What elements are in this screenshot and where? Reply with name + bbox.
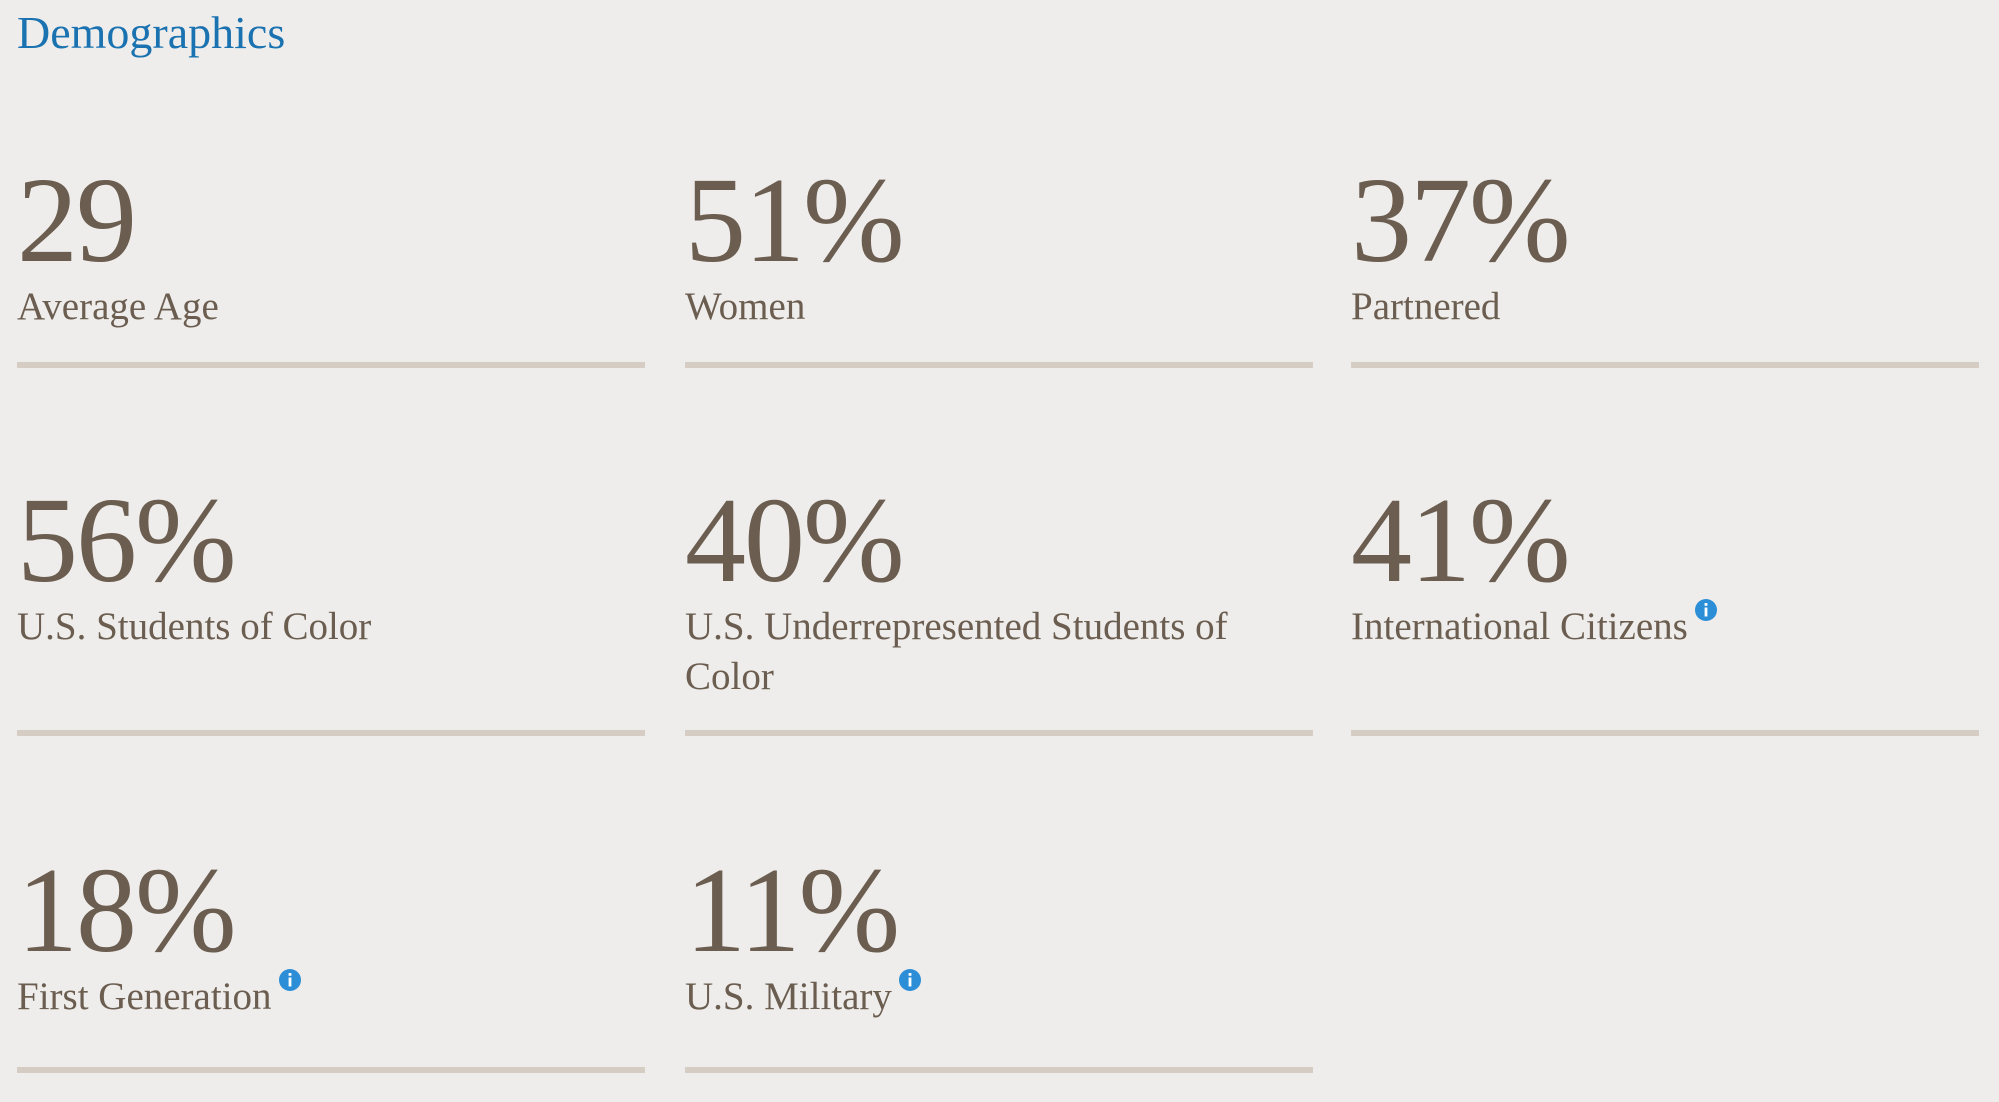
stat-label: U.S. Underrepresented Students of Color	[685, 605, 1228, 698]
stat-card: 40% U.S. Underrepresented Students of Col…	[685, 480, 1313, 736]
stat-card: 18% First Generation	[17, 850, 645, 1073]
stat-card: 51% Women	[685, 160, 1313, 368]
info-icon[interactable]	[898, 968, 922, 992]
stat-label: Partnered	[1351, 285, 1501, 328]
stat-value: 40%	[685, 473, 905, 608]
stat-card: 29 Average Age	[17, 160, 645, 368]
section-title: Demographics	[17, 7, 286, 58]
stat-label: Women	[685, 285, 806, 328]
stat-label: International Citizens	[1351, 605, 1688, 648]
stat-value: 18%	[17, 843, 237, 978]
stat-label-row: U.S. Students of Color	[17, 602, 645, 652]
stat-label-row: First Generation	[17, 969, 645, 1022]
stat-label: U.S. Military	[685, 975, 892, 1018]
stat-card: 41% International Citizens	[1351, 480, 1979, 736]
stat-label: U.S. Students of Color	[17, 605, 372, 648]
stat-value: 56%	[17, 473, 237, 608]
stat-value: 37%	[1351, 153, 1571, 288]
stat-label: Average Age	[17, 285, 219, 328]
stat-value: 29	[17, 153, 137, 288]
stat-label-row: U.S. Military	[685, 969, 1313, 1022]
stat-label-row: Partnered	[1351, 282, 1979, 332]
stat-label-row: Average Age	[17, 282, 645, 332]
stat-card: 56% U.S. Students of Color	[17, 480, 645, 736]
stat-label-row: Women	[685, 282, 1313, 332]
stat-value: 41%	[1351, 473, 1571, 608]
stat-label-row: International Citizens	[1351, 599, 1979, 652]
stat-value: 11%	[685, 843, 900, 978]
info-icon[interactable]	[1694, 598, 1718, 622]
stat-card: 37% Partnered	[1351, 160, 1979, 368]
stat-label: First Generation	[17, 975, 272, 1018]
info-icon[interactable]	[278, 968, 302, 992]
stat-value: 51%	[685, 153, 905, 288]
stat-label-row: U.S. Underrepresented Students of Color	[685, 602, 1313, 702]
stat-card: 11% U.S. Military	[685, 850, 1313, 1073]
